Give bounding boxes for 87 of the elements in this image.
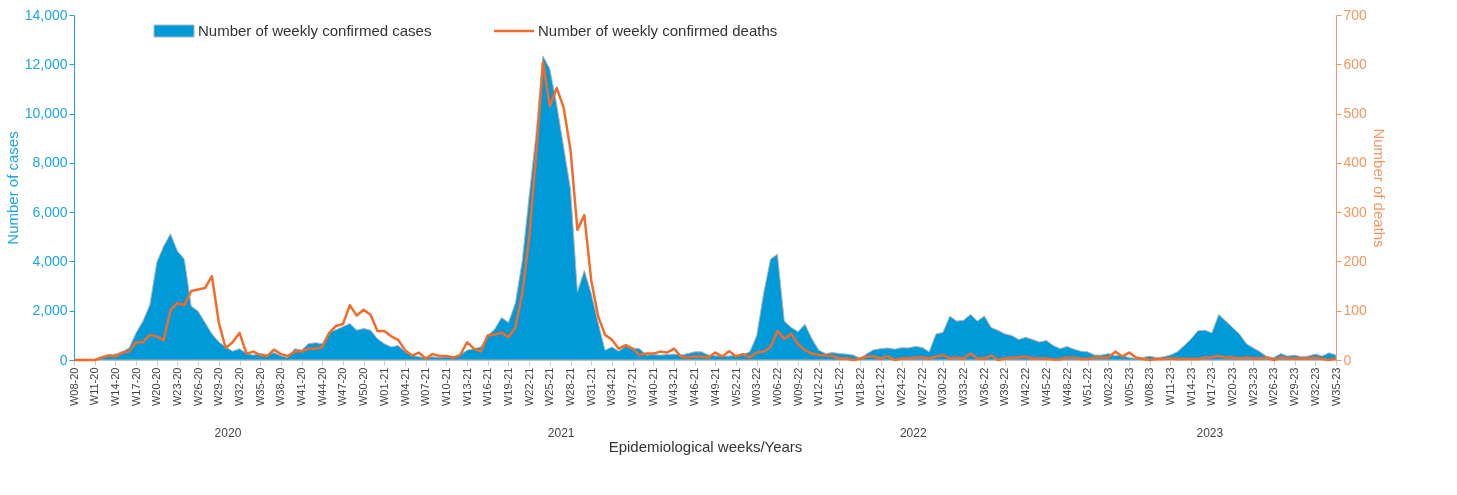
y-axis-title: Number of cases — [3, 131, 21, 245]
x-tick-label: W40-21 — [646, 367, 659, 407]
x-tick-label: W17-23 — [1205, 367, 1218, 407]
x-tick-label: W25-21 — [543, 367, 556, 407]
x-tick-label: W20-20 — [150, 367, 163, 407]
y2-tick-label: 100 — [1343, 302, 1368, 319]
y-tick-label: 0 — [59, 351, 68, 368]
x-tick-label: W12-22 — [812, 367, 825, 407]
x-axis-title: Epidemiological weeks/Years — [608, 438, 803, 456]
x-tick-label: W29-23 — [1288, 367, 1301, 407]
x-tick-label: W09-22 — [791, 367, 804, 407]
x-tick-label: W51-22 — [1081, 367, 1094, 407]
y2-tick-label: 500 — [1343, 105, 1368, 122]
text: 2023 — [1196, 426, 1224, 440]
x-tick-label: W27-22 — [915, 367, 928, 407]
y2-axis-title: Number of deaths — [1370, 128, 1388, 248]
x-tick-label: W20-23 — [1226, 367, 1239, 407]
x-tick-label: W03-22 — [750, 367, 763, 407]
y-tick-label: 14,000 — [24, 6, 68, 23]
x-tick-label: W32-23 — [1308, 367, 1321, 407]
x-tick-label: W44-20 — [315, 367, 328, 407]
x-tick-label: W26-23 — [1267, 367, 1280, 407]
x-tick-label: W35-20 — [253, 367, 266, 407]
x-tick-label: W35-23 — [1329, 367, 1342, 407]
y2-tick-label: 0 — [1343, 351, 1352, 368]
x-tick-label: W33-22 — [957, 367, 970, 407]
x-tick-label: W23-23 — [1246, 367, 1259, 407]
x-tick-label: W28-21 — [564, 367, 577, 407]
x-tick-label: W06-22 — [770, 367, 783, 407]
x-tick-label: W24-22 — [895, 367, 908, 407]
x-tick-label: W05-23 — [1122, 367, 1135, 407]
x-tick-label: W14-20 — [108, 367, 121, 407]
x-tick-label: W11-23 — [1163, 367, 1176, 406]
x-tick-label: W17-20 — [129, 367, 142, 407]
x-tick-label: W18-22 — [853, 367, 866, 407]
x-tick-label: W13-21 — [460, 367, 473, 407]
x-tick-label: W07-21 — [419, 367, 432, 407]
x-tick-label: W50-20 — [357, 367, 370, 407]
x-tick-label: W19-21 — [501, 367, 514, 407]
x-tick-label: W47-20 — [336, 367, 349, 407]
x-tick-label: W32-20 — [233, 367, 246, 407]
x-tick-label: W34-21 — [605, 367, 618, 407]
x-tick-label: W41-20 — [295, 367, 308, 407]
y2-tick-label: 300 — [1343, 203, 1368, 220]
y2-tick-label: 600 — [1343, 55, 1368, 72]
x-tick-label: W23-20 — [170, 367, 183, 407]
x-tick-label: W30-22 — [936, 367, 949, 407]
x-tick-label: W02-23 — [1101, 367, 1114, 407]
x-tick-label: W48-22 — [1060, 367, 1073, 407]
text: 2021 — [547, 426, 575, 440]
x-tick-label: W31-21 — [584, 367, 597, 407]
y-tick-label: 4,000 — [32, 252, 68, 269]
x-tick-label: W42-22 — [1019, 367, 1032, 407]
y-tick-label: 12,000 — [24, 55, 68, 72]
legend-label: Number of weekly confirmed deaths — [538, 22, 778, 39]
legend-label: Number of weekly confirmed cases — [198, 22, 432, 39]
x-tick-label: W43-21 — [667, 367, 680, 407]
x-tick-label: W11-20 — [88, 367, 101, 406]
y2-tick-label: 200 — [1343, 252, 1368, 269]
x-tick-label: W16-21 — [481, 367, 494, 407]
x-tick-label: W04-21 — [398, 367, 411, 407]
x-tick-label: W15-22 — [832, 367, 845, 407]
x-tick-label: W29-20 — [212, 367, 225, 407]
x-tick-label: W39-22 — [998, 367, 1011, 407]
x-tick-label: W49-21 — [708, 367, 721, 407]
x-tick-label: W37-21 — [626, 367, 639, 407]
y-tick-label: 10,000 — [24, 105, 68, 122]
x-tick-label: W26-20 — [191, 367, 204, 407]
x-tick-label: W38-20 — [274, 367, 287, 407]
x-tick-label: W08-20 — [67, 367, 80, 407]
y2-tick-label: 700 — [1343, 6, 1368, 23]
x-tick-label: W52-21 — [729, 367, 742, 407]
x-tick-label: W08-23 — [1143, 367, 1156, 407]
y2-tick-label: 400 — [1343, 154, 1368, 171]
y-tick-label: 8,000 — [32, 154, 68, 171]
x-tick-label: W45-22 — [1039, 367, 1052, 407]
x-tick-label: W14-23 — [1184, 367, 1197, 407]
x-tick-label: W46-21 — [688, 367, 701, 407]
x-tick-label: W10-21 — [439, 367, 452, 407]
y-tick-label: 2,000 — [32, 302, 68, 319]
y-tick-label: 6,000 — [32, 203, 68, 220]
x-tick-label: W21-22 — [874, 367, 887, 407]
x-tick-label: W36-22 — [977, 367, 990, 407]
x-tick-label: W22-21 — [522, 367, 535, 407]
text: 2020 — [214, 426, 242, 440]
text: 2022 — [899, 426, 927, 440]
x-tick-label: W01-21 — [377, 367, 390, 407]
